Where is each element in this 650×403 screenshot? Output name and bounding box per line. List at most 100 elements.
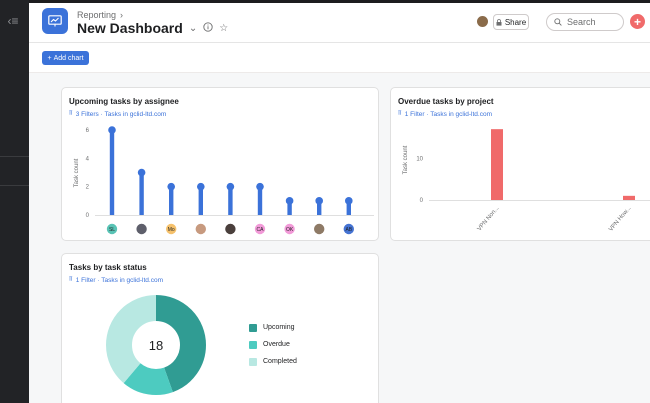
card-filter-link[interactable]: ⫪ 1 Filter · Tasks in gclid-ltd.com	[69, 276, 163, 284]
card-title: Overdue tasks by project	[398, 97, 494, 106]
bar-cap	[137, 168, 146, 177]
breadcrumb-reporting-link[interactable]: Reporting	[77, 10, 117, 20]
card-filter-link[interactable]: ⫪ 3 Filters · Tasks in gclid-ltd.com	[69, 110, 166, 118]
y-tick-label: 0	[420, 198, 424, 204]
y-axis-label: Task count	[403, 145, 409, 174]
chevron-right-icon: ›	[120, 10, 124, 20]
donut-legend: Upcoming Overdue Completed	[249, 319, 297, 370]
x-tick-label: VPN How...	[608, 205, 633, 233]
y-tick-label: 4	[86, 156, 90, 162]
card-filter-label: 1 Filter · Tasks in gclid-ltd.com	[404, 110, 492, 118]
bar	[109, 130, 115, 215]
avatar[interactable]	[476, 15, 489, 28]
bar-cap	[197, 182, 205, 191]
legend-item[interactable]: Completed	[249, 353, 297, 370]
avatar-mo-icon	[166, 223, 177, 235]
lock-icon	[496, 18, 502, 26]
chart-card-overdue[interactable]: Overdue tasks by project ⫪ 1 Filter · Ta…	[390, 87, 650, 241]
info-icon[interactable]	[203, 21, 213, 35]
sidebar-divider	[0, 156, 29, 157]
avatar-photo-icon	[136, 223, 147, 235]
status-donut-chart: 18	[106, 295, 206, 395]
bar-cap	[256, 182, 264, 191]
avatar-initials: CA	[257, 227, 265, 233]
bar-cap	[108, 126, 116, 134]
filter-icon: ⫪	[69, 276, 73, 283]
donut-slice-completed	[106, 295, 206, 395]
assignee-bar-chart: Task count 6 4 2 0 SL Mo CA OK AB	[74, 126, 374, 235]
y-axis-label: Task count	[74, 158, 80, 187]
search-icon	[554, 18, 562, 26]
window-edge	[29, 0, 650, 3]
page-title[interactable]: New Dashboard	[77, 20, 183, 36]
chart-card-assignee[interactable]: Upcoming tasks by assignee ⫪ 3 Filters ·…	[61, 87, 379, 241]
search-field[interactable]	[546, 13, 624, 31]
bar-cap	[226, 182, 235, 191]
search-input[interactable]	[567, 17, 617, 27]
donut-slice-overdue	[106, 295, 206, 395]
bar-cap	[285, 197, 294, 205]
bar	[287, 200, 292, 215]
share-label: Share	[504, 17, 527, 27]
avatar-initials: OK	[286, 227, 294, 233]
left-sidebar: ‹≡	[0, 0, 29, 403]
avatar-ok-icon	[284, 223, 295, 235]
dashboard-icon	[42, 8, 68, 34]
legend-item[interactable]: Overdue	[249, 336, 297, 353]
bar	[257, 186, 263, 215]
dashboard-toolbar: + Add chart	[29, 43, 650, 73]
avatar-photo-icon	[314, 223, 325, 235]
y-tick-label: 2	[86, 185, 90, 191]
avatar-initials: SL	[109, 227, 115, 233]
avatar-initials: AB	[345, 227, 352, 233]
avatar-photo-icon	[195, 223, 206, 235]
card-title: Tasks by task status	[69, 263, 147, 272]
filter-icon: ⫪	[398, 110, 402, 117]
bar	[169, 186, 174, 215]
bar	[228, 186, 233, 215]
legend-swatch	[249, 340, 257, 349]
sidebar-divider	[0, 185, 29, 186]
card-filter-label: 3 Filters · Tasks in gclid-ltd.com	[75, 110, 167, 118]
legend-label: Upcoming	[263, 324, 295, 331]
star-icon[interactable]: ☆	[219, 22, 229, 34]
bar-cap	[345, 197, 353, 205]
donut-center-value: 18	[149, 338, 163, 353]
legend-label: Completed	[263, 358, 297, 365]
avatar-sl-icon	[106, 223, 118, 235]
bar	[317, 200, 322, 215]
collapse-sidebar-icon[interactable]: ‹≡	[7, 14, 19, 28]
legend-label: Overdue	[263, 341, 290, 348]
legend-item[interactable]: Upcoming	[249, 319, 297, 336]
legend-swatch	[249, 357, 257, 366]
y-tick-label: 6	[86, 128, 90, 134]
filter-icon: ⫪	[69, 110, 73, 117]
bar	[139, 172, 144, 215]
bar	[623, 195, 635, 200]
share-button[interactable]: Share	[493, 14, 529, 30]
add-chart-label: Add chart	[53, 54, 84, 62]
plus-icon: +	[47, 54, 52, 62]
card-filter-label: 1 Filter · Tasks in gclid-ltd.com	[75, 276, 163, 284]
top-bar: Reporting › New Dashboard ⌄ ☆ Share +	[29, 0, 650, 43]
y-tick-label: 0	[86, 213, 90, 219]
avatar-photo-icon	[225, 223, 236, 235]
chevron-down-icon[interactable]: ⌄	[188, 22, 198, 34]
global-add-button[interactable]: +	[630, 14, 645, 29]
bar-cap	[315, 197, 323, 205]
legend-swatch	[249, 323, 257, 332]
card-filter-link[interactable]: ⫪ 1 Filter · Tasks in gclid-ltd.com	[398, 110, 492, 118]
breadcrumb: Reporting ›	[77, 10, 123, 20]
overdue-bar-chart: Task count 10 0 VPN Non... VPN How...	[403, 129, 650, 233]
avatar-ab-icon	[343, 223, 354, 235]
chart-card-status[interactable]: Tasks by task status ⫪ 1 Filter · Tasks …	[61, 253, 379, 403]
y-tick-label: 10	[416, 156, 423, 162]
bar	[198, 186, 203, 215]
avatar-ca-icon	[254, 223, 266, 235]
bar	[346, 200, 351, 215]
avatar-initials: Mo	[168, 227, 175, 233]
bar-cap	[167, 182, 175, 191]
add-chart-button[interactable]: + Add chart	[42, 51, 89, 65]
bar	[491, 129, 503, 200]
x-tick-label: VPN Non...	[477, 205, 501, 232]
